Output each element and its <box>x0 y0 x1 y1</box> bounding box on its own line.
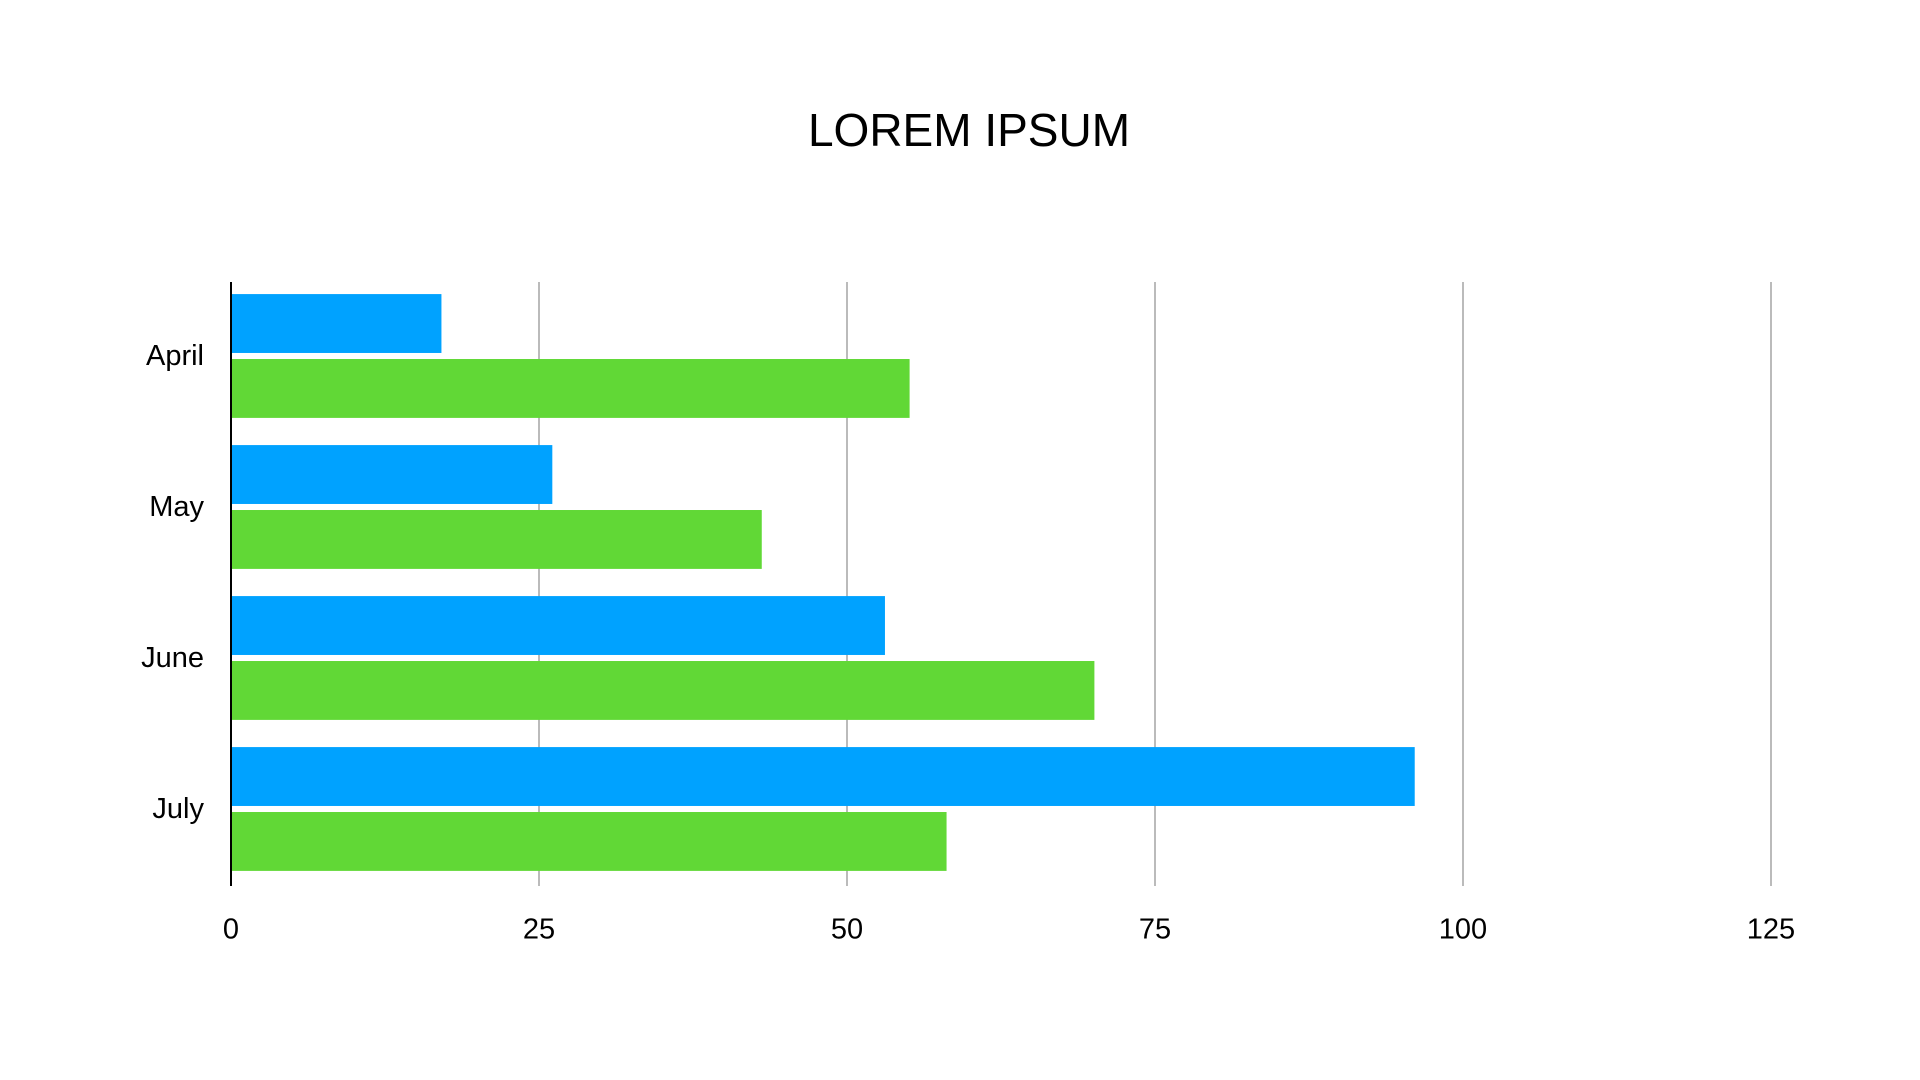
bar <box>232 747 1415 806</box>
x-tick-label: 25 <box>523 914 555 946</box>
y-tick-label: June <box>141 642 204 674</box>
x-tick-label: 0 <box>223 914 239 946</box>
y-tick-label: May <box>149 491 204 523</box>
chart-title: LOREM IPSUM <box>808 104 1130 156</box>
bar <box>232 812 947 871</box>
x-tick-label: 125 <box>1747 914 1795 946</box>
bar <box>232 445 553 504</box>
bar <box>232 596 885 655</box>
bar <box>232 510 762 569</box>
bar <box>232 661 1095 720</box>
x-tick-label: 75 <box>1139 914 1171 946</box>
y-tick-label: April <box>146 340 204 372</box>
bar <box>232 359 910 418</box>
bar <box>232 294 442 353</box>
x-tick-label: 50 <box>831 914 863 946</box>
y-tick-label: July <box>152 793 204 825</box>
x-tick-label: 100 <box>1439 914 1487 946</box>
